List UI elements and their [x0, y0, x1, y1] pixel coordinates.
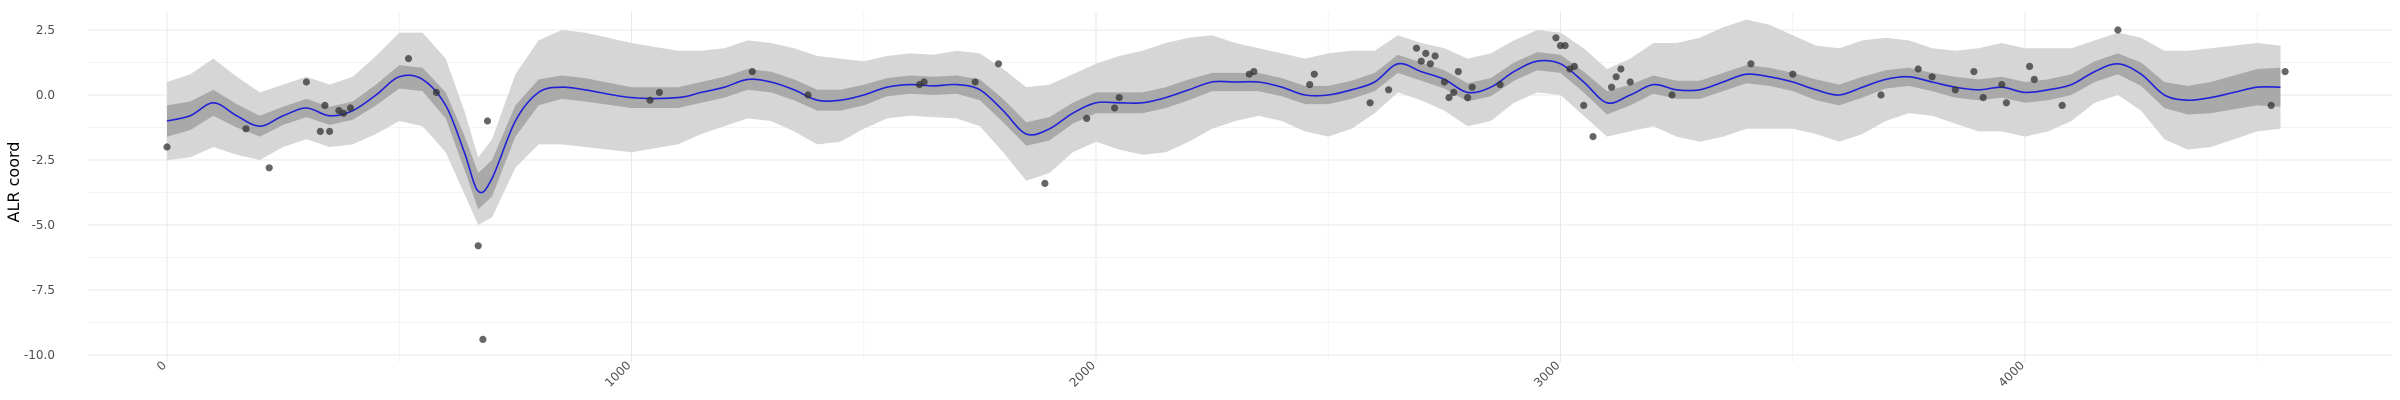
- point-layer: [163, 26, 2289, 343]
- data-point: [804, 91, 812, 99]
- x-tick-label: 3000: [1531, 358, 1562, 389]
- data-point: [479, 335, 487, 343]
- data-point: [1366, 99, 1374, 107]
- data-point: [2026, 62, 2034, 70]
- data-point: [265, 164, 273, 172]
- data-point: [2058, 101, 2066, 109]
- data-point: [1552, 34, 1560, 42]
- data-point: [1608, 83, 1616, 91]
- data-point: [1951, 86, 1959, 94]
- data-point: [1083, 114, 1091, 122]
- data-point: [1041, 179, 1049, 187]
- y-axis-ticks: 2.5 0.0 -2.5 -5.0 -7.5 -10.0: [24, 23, 55, 362]
- data-point: [1422, 49, 1430, 58]
- x-tick-label: 2000: [1067, 358, 1098, 389]
- data-point: [1426, 60, 1434, 68]
- band-layer: [167, 19, 2281, 225]
- data-point: [920, 78, 928, 86]
- data-point: [346, 104, 355, 112]
- x-axis-ticks: 0 1000 2000 3000 4000: [154, 358, 2027, 389]
- data-point: [1464, 94, 1472, 102]
- data-point: [1454, 68, 1462, 76]
- data-point: [1970, 68, 1978, 76]
- data-point: [1440, 78, 1448, 86]
- data-point: [1877, 91, 1885, 99]
- data-point: [483, 117, 492, 125]
- data-point: [1979, 94, 1987, 102]
- data-point: [1668, 91, 1676, 99]
- x-tick-label: 4000: [1996, 358, 2027, 389]
- data-point: [1617, 65, 1625, 73]
- data-point: [971, 78, 979, 86]
- data-point: [1561, 42, 1569, 50]
- data-point: [1998, 81, 2006, 89]
- data-point: [1115, 94, 1123, 102]
- data-point: [2030, 75, 2038, 83]
- data-point: [748, 68, 756, 76]
- data-point: [1417, 57, 1425, 65]
- data-point: [1914, 65, 1922, 73]
- y-axis-title: ALR coord: [4, 142, 23, 223]
- data-point: [1580, 101, 1588, 109]
- data-point: [242, 125, 250, 133]
- data-point: [1589, 133, 1597, 141]
- y-tick-label: 0.0: [36, 88, 55, 102]
- data-point: [2267, 101, 2275, 109]
- mean-line: [166, 59, 2281, 194]
- data-point: [1612, 73, 1620, 81]
- y-tick-label: 2.5: [36, 23, 55, 37]
- data-point: [1306, 81, 1314, 89]
- data-point: [1747, 60, 1755, 68]
- data-point: [1570, 62, 1578, 70]
- data-point: [2114, 26, 2122, 34]
- data-point: [163, 143, 171, 151]
- data-point: [326, 127, 334, 135]
- data-point: [2281, 68, 2289, 76]
- data-point: [1445, 94, 1453, 102]
- data-point: [646, 96, 654, 104]
- y-tick-label: -10.0: [24, 348, 55, 362]
- data-point: [1412, 44, 1421, 52]
- data-point: [404, 55, 413, 63]
- data-point: [1468, 83, 1476, 91]
- data-point: [1310, 70, 1318, 78]
- data-point: [1450, 88, 1458, 96]
- data-point: [1431, 52, 1439, 60]
- data-point: [1385, 86, 1393, 94]
- data-point: [1250, 68, 1258, 76]
- y-tick-label: -5.0: [32, 218, 55, 232]
- data-point: [1111, 104, 1119, 112]
- data-point: [302, 78, 310, 86]
- data-point: [432, 88, 440, 96]
- data-point: [655, 88, 664, 96]
- data-point: [1928, 73, 1936, 81]
- data-point: [1496, 81, 1504, 89]
- inner-credible-band: [167, 52, 2281, 210]
- x-tick-label: 1000: [602, 358, 633, 389]
- data-point: [321, 101, 329, 109]
- data-point: [1626, 78, 1634, 86]
- data-point: [474, 242, 482, 250]
- data-point: [339, 109, 348, 117]
- y-tick-label: -7.5: [32, 283, 55, 297]
- data-point: [316, 127, 324, 135]
- data-point: [1789, 70, 1797, 78]
- y-tick-label: -2.5: [32, 153, 55, 167]
- data-point: [2002, 99, 2010, 107]
- data-point: [994, 60, 1003, 68]
- line-layer: [166, 59, 2281, 194]
